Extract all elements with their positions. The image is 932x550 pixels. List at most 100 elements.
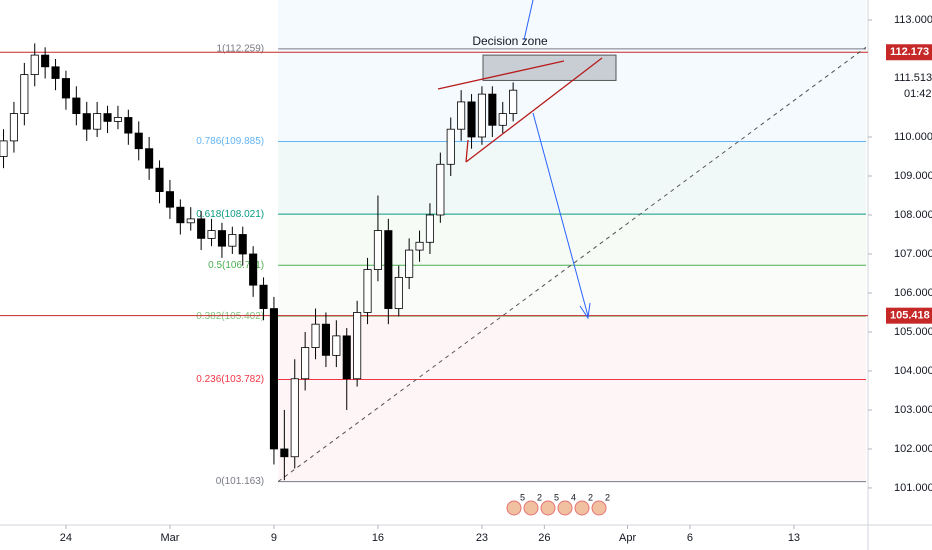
candle-body (9, 113, 18, 142)
candle-body (353, 312, 362, 380)
y-tick-label: 108.000 (894, 209, 932, 221)
wedge-bottom (465, 139, 469, 163)
fib-label: 0.618(108.021) (196, 209, 264, 220)
candle-body (477, 93, 486, 138)
x-tick-label: 16 (372, 532, 384, 544)
candle-body (332, 335, 341, 356)
candle-body (82, 113, 91, 130)
event-count: 2 (605, 492, 610, 502)
countdown: 01:42 (904, 88, 932, 100)
candle-body (425, 214, 434, 243)
candle-body (113, 117, 122, 122)
y-tick-label: 107.000 (894, 248, 932, 260)
fib-label: 0(101.163) (216, 476, 264, 487)
candle-body (457, 101, 466, 130)
projection-up (523, 0, 534, 41)
y-tick-label: 102.000 (894, 443, 932, 455)
candle-body (321, 323, 330, 356)
price-label-box (886, 44, 932, 61)
candle-body (238, 234, 247, 255)
candle-body (217, 230, 226, 247)
candle-body (186, 218, 195, 224)
event-count: 2 (537, 492, 542, 502)
y-tick-label: 101.000 (894, 482, 932, 494)
candle-body (488, 93, 497, 126)
decision-zone-box (482, 54, 617, 81)
candle-body (207, 230, 216, 239)
candle-body (30, 54, 39, 75)
x-tick-label: 23 (476, 532, 488, 544)
fib-zone (278, 141, 866, 215)
candle-body (311, 323, 320, 348)
x-tick-label: 26 (538, 532, 550, 544)
fib-label: 0.236(103.782) (196, 374, 264, 385)
projection-arrow (532, 112, 589, 317)
current-price-label: 111.513 (894, 72, 932, 84)
fib-label: 0.5(106.711) (208, 260, 264, 271)
x-tick-label: Apr (619, 532, 636, 544)
candle-body (259, 284, 268, 309)
fib-label: 0.382(105.402) (196, 311, 264, 322)
candle-body (176, 206, 185, 224)
candle-body (134, 132, 143, 150)
event-icon (540, 500, 556, 516)
y-tick-label: 104.000 (894, 365, 932, 377)
event-count: 5 (554, 492, 559, 502)
event-count: 4 (571, 492, 576, 502)
fib-label: 0.786(109.885) (196, 136, 264, 147)
x-tick-label: 13 (788, 532, 800, 544)
candle-body (373, 230, 382, 270)
event-icon (557, 500, 573, 516)
candle-body (405, 249, 414, 278)
x-tick-label: 6 (687, 532, 693, 544)
candle-body (415, 241, 424, 251)
candle-body (467, 101, 476, 138)
candle-body (436, 163, 445, 216)
candle-body (0, 140, 8, 157)
candle-body (363, 269, 372, 313)
candle-body (20, 74, 29, 114)
candle-body (301, 347, 310, 380)
dashed-trendline (277, 46, 867, 482)
fib-zone (278, 265, 866, 317)
fib-zone (278, 379, 866, 482)
candle-body (197, 218, 206, 239)
candle-body (249, 253, 258, 286)
fib-zone (278, 316, 866, 380)
y-tick-label: 110.000 (894, 131, 932, 143)
candle-body (72, 97, 81, 114)
arrow-head (579, 302, 591, 320)
candle-body (103, 113, 112, 122)
x-tick-label: Mar (160, 532, 179, 544)
candle-body (228, 234, 237, 247)
event-count: 2 (588, 492, 593, 502)
candle-body (269, 308, 278, 450)
candle-body (51, 66, 60, 79)
fib-zone (278, 48, 866, 142)
wedge-lower (465, 57, 603, 163)
y-tick-label: 109.000 (894, 170, 932, 182)
x-tick-label: 24 (60, 532, 72, 544)
y-tick-label: 106.000 (894, 287, 932, 299)
candle-body (509, 89, 518, 114)
wedge-upper (437, 60, 565, 90)
candle-body (165, 191, 174, 208)
fib-label: 1(112.259) (216, 44, 264, 55)
y-tick-label: 113.000 (894, 14, 932, 26)
candle-body (280, 448, 289, 458)
fib-extension-zone (278, 0, 866, 49)
event-icon (506, 500, 522, 516)
candle-body (93, 113, 102, 130)
price-label-box (886, 307, 932, 324)
candle-body (342, 335, 351, 380)
candle-body (498, 113, 507, 126)
price-label: 112.173 (890, 46, 929, 58)
decision-zone-label: Decision zone (472, 34, 548, 48)
candle-body (155, 167, 164, 192)
candle-body (41, 54, 50, 68)
x-tick-label: 9 (271, 532, 277, 544)
event-icon (574, 500, 590, 516)
